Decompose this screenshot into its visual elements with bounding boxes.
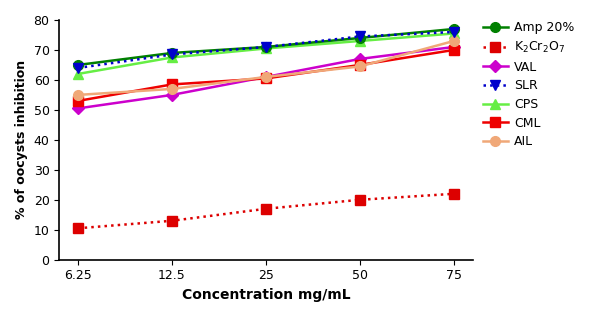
Legend: Amp 20%, K$_2$Cr$_2$O$_7$, VAL, SLR, CPS, CML, AIL: Amp 20%, K$_2$Cr$_2$O$_7$, VAL, SLR, CPS… <box>483 22 575 148</box>
X-axis label: Concentration mg/mL: Concentration mg/mL <box>182 288 350 302</box>
Y-axis label: % of oocysts inhibition: % of oocysts inhibition <box>15 60 28 219</box>
